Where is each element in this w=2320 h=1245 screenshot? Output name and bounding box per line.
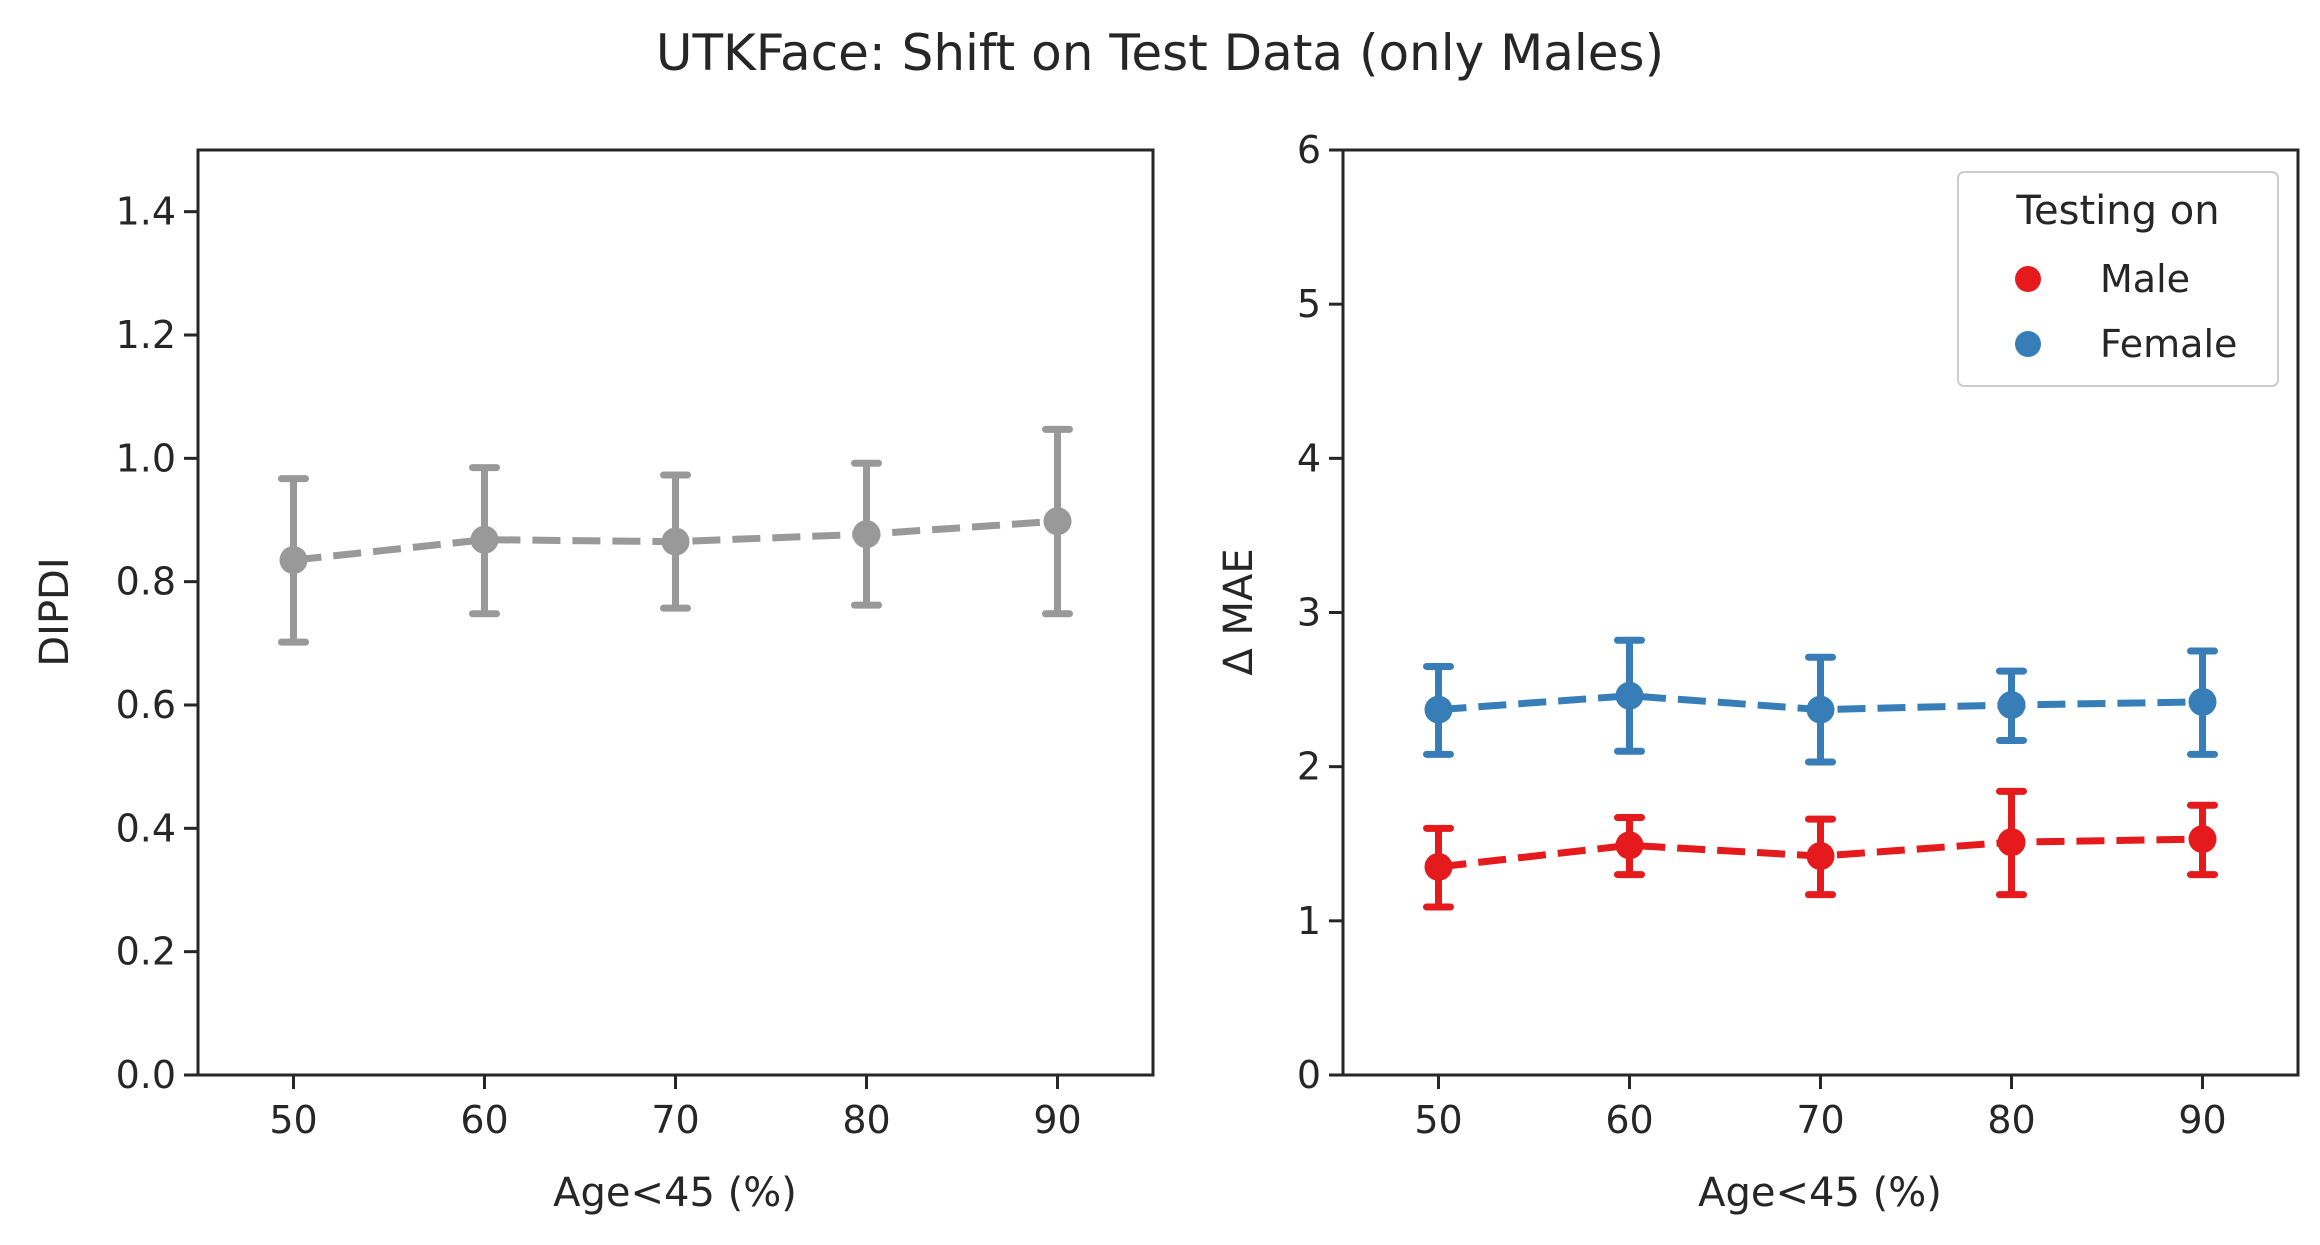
dipdi-y-axis-label: DIPDI <box>32 557 78 666</box>
mae-female-point <box>2188 687 2217 716</box>
dipdi-x-tick-label: 90 <box>1033 1098 1081 1142</box>
mae-x-axis-label: Age<45 (%) <box>1698 1170 1942 1216</box>
mae-x-tick-label: 50 <box>1414 1098 1462 1142</box>
dipdi-axes-frame <box>196 148 1155 1077</box>
figure-title: UTKFace: Shift on Test Data (only Males) <box>656 24 1664 82</box>
mae-y-tick-label: 1 <box>1297 899 1321 943</box>
dipdi-x-axis-label: Age<45 (%) <box>553 1170 797 1216</box>
mae-male-series <box>1423 787 2218 911</box>
mae-male-point <box>1615 831 1644 860</box>
mae-male-point <box>1806 842 1835 871</box>
mae-male-point <box>1997 828 2026 857</box>
dipdi-y-tick-label: 1.0 <box>116 436 176 480</box>
mae-female-point <box>1424 695 1453 724</box>
mae-panel: 50 60 70 80 90 0 1 2 3 4 5 6 Age<45 (%) Δ MAE Testi… <box>1216 128 2300 1216</box>
mae-y-tick-label: 3 <box>1297 591 1321 635</box>
legend-marker-female <box>2015 331 2041 357</box>
dipdi-y-tick-label: 0.2 <box>116 930 176 974</box>
dipdi-panel: 50 60 70 80 90 0.0 0.2 0.4 0.6 0.8 1.0 1.2 1.4 Age<4… <box>32 148 1155 1216</box>
dipdi-y-tick-label: 0.0 <box>116 1053 176 1097</box>
dipdi-series-series <box>278 425 1073 646</box>
dipdi-x-tick-label: 50 <box>269 1098 317 1142</box>
mae-female-point <box>1806 695 1835 724</box>
mae-ticks: 50 60 70 80 90 0 1 2 3 4 5 6 <box>1297 128 2227 1142</box>
dipdi-x-tick-label: 70 <box>651 1098 699 1142</box>
legend-label-male: Male <box>2100 257 2190 301</box>
mae-x-tick-label: 90 <box>2178 1098 2226 1142</box>
mae-y-tick-label: 6 <box>1297 128 1321 172</box>
dipdi-series-point <box>279 546 308 575</box>
legend-label-female: Female <box>2100 322 2237 366</box>
mae-female-point <box>1615 681 1644 710</box>
dipdi-x-tick-label: 80 <box>842 1098 890 1142</box>
dipdi-y-tick-label: 0.4 <box>116 806 176 850</box>
dipdi-y-tick-label: 0.8 <box>116 560 176 604</box>
legend-marker-male <box>2015 266 2041 292</box>
mae-x-tick-label: 60 <box>1605 1098 1653 1142</box>
mae-male-point <box>2188 825 2217 854</box>
legend-box <box>1957 171 2279 387</box>
dipdi-y-tick-label: 1.4 <box>116 190 176 234</box>
dipdi-y-tick-label: 0.6 <box>116 683 176 727</box>
mae-marks <box>1423 636 2218 911</box>
dipdi-series-point <box>661 527 690 556</box>
dipdi-series-point <box>852 520 881 549</box>
mae-x-tick-label: 70 <box>1796 1098 1844 1142</box>
mae-female-series <box>1423 636 2218 766</box>
legend-title: Testing on <box>2015 188 2219 234</box>
dipdi-series-point <box>470 525 499 554</box>
dipdi-series-point <box>1043 507 1072 536</box>
dipdi-y-tick-label: 1.2 <box>116 313 176 357</box>
mae-y-axis-label: Δ MAE <box>1216 548 1262 675</box>
mae-y-tick-label: 4 <box>1297 436 1321 480</box>
dipdi-ticks: 50 60 70 80 90 0.0 0.2 0.4 0.6 0.8 1.0 1.2 1.4 <box>116 190 1082 1142</box>
dipdi-x-tick-label: 60 <box>460 1098 508 1142</box>
legend: Testing on Male Female <box>1957 171 2279 387</box>
mae-male-point <box>1424 852 1453 881</box>
mae-y-tick-label: 5 <box>1297 282 1321 326</box>
dipdi-marks <box>278 425 1073 646</box>
mae-female-point <box>1997 691 2026 719</box>
mae-y-tick-label: 2 <box>1297 745 1321 789</box>
mae-y-tick-label: 0 <box>1297 1053 1321 1097</box>
mae-x-tick-label: 80 <box>1987 1098 2035 1142</box>
